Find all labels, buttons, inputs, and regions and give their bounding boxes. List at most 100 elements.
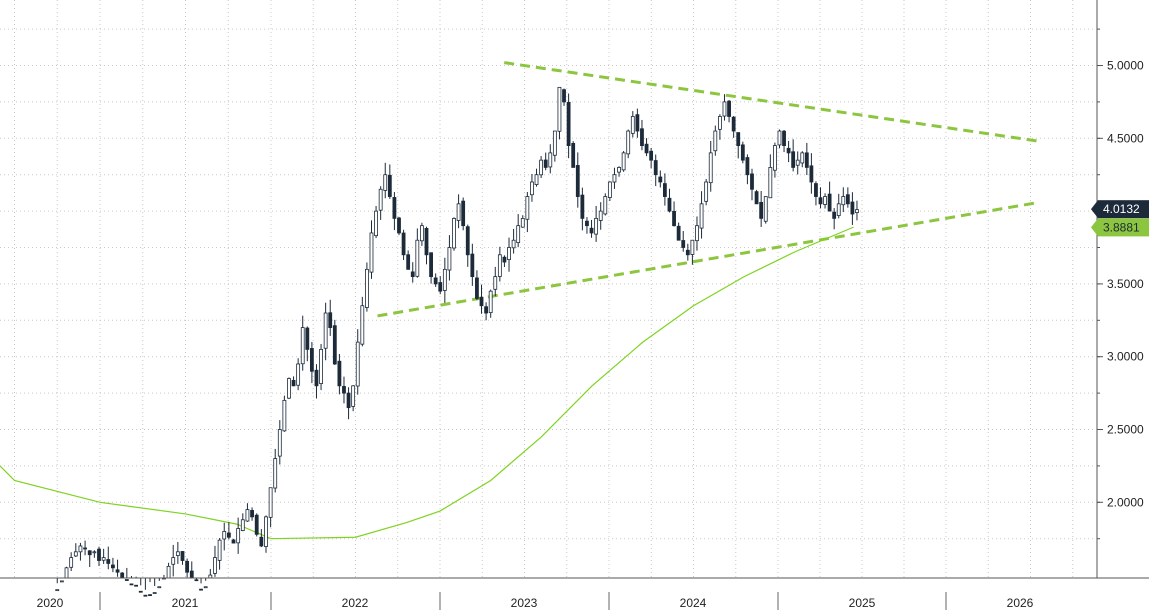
moving-average-badge xyxy=(1098,218,1149,237)
candle-body xyxy=(203,586,208,589)
candle-body xyxy=(447,247,452,271)
year-label: 2020 xyxy=(37,596,64,610)
year-label: 2024 xyxy=(680,596,707,610)
candle-body xyxy=(763,196,768,222)
candle-body xyxy=(827,193,832,212)
candle-body xyxy=(120,572,125,579)
price-badges: 4.0132 3.8881 xyxy=(1091,200,1149,237)
candle-body xyxy=(676,225,681,241)
candle-body xyxy=(736,132,741,146)
candle-body xyxy=(250,510,254,518)
candle-body xyxy=(309,348,314,372)
candle-body xyxy=(475,277,479,299)
trendline xyxy=(504,61,1040,143)
candle-body xyxy=(575,165,580,197)
candle-body xyxy=(55,589,60,592)
candle-body xyxy=(740,144,745,161)
candle-body xyxy=(291,379,296,387)
candle-body xyxy=(346,392,351,409)
candle-body xyxy=(365,268,369,308)
candle-body xyxy=(562,89,566,103)
candle-body xyxy=(406,254,411,270)
candle-body xyxy=(539,159,544,176)
year-label: 2023 xyxy=(511,596,538,610)
candle-body xyxy=(685,249,690,256)
year-label: 2021 xyxy=(172,596,199,610)
candle-body xyxy=(180,551,185,561)
candle-body xyxy=(78,545,83,553)
candle-body xyxy=(461,200,466,227)
year-label: 2025 xyxy=(849,596,876,610)
candle-body xyxy=(374,210,378,237)
candle-body xyxy=(323,312,328,349)
candle-body xyxy=(369,232,374,273)
candle-body xyxy=(804,152,809,168)
candle-body xyxy=(314,369,319,387)
year-label: 2022 xyxy=(342,596,369,610)
candle-body xyxy=(300,327,305,365)
candle-body xyxy=(456,203,461,221)
candle-body xyxy=(97,548,101,561)
candle-body xyxy=(175,551,180,556)
candle-body xyxy=(497,254,502,277)
candle-body xyxy=(841,196,846,206)
candle-body xyxy=(612,174,617,183)
candle-body xyxy=(814,183,818,197)
candle-body xyxy=(525,196,530,220)
candle-body xyxy=(101,557,106,561)
x-axis: 2020 2021 2022 2023 2024 2025 2026 xyxy=(0,577,1149,610)
candle-body xyxy=(378,188,383,211)
candle-body xyxy=(617,167,621,173)
candle-body xyxy=(745,157,750,176)
candle-body xyxy=(424,227,429,256)
candle-body xyxy=(106,559,111,564)
candle-body xyxy=(83,547,87,550)
candle-body xyxy=(59,580,64,583)
candle-body xyxy=(571,143,576,168)
candle-body xyxy=(845,194,850,205)
candle-body xyxy=(493,276,498,290)
candle-body xyxy=(658,176,663,183)
candle-body xyxy=(410,271,415,278)
last-price-badge-pointer xyxy=(1091,200,1098,219)
candle-body xyxy=(690,239,695,255)
moving-average-badge-pointer xyxy=(1091,218,1098,237)
last-price-badge-label: 4.0132 xyxy=(1103,202,1140,216)
candle-body xyxy=(392,197,397,219)
candle-body xyxy=(832,211,837,219)
candle-body xyxy=(115,569,120,573)
candle-body xyxy=(470,253,475,278)
grid-lines xyxy=(0,0,1095,578)
candle-body xyxy=(786,147,791,154)
candle-body xyxy=(277,429,282,457)
candle-body xyxy=(630,116,635,134)
candle-body xyxy=(429,252,433,278)
candle-body xyxy=(662,183,667,197)
y-tick-label: 2.5000 xyxy=(1107,422,1144,436)
y-tick-label: 2.0000 xyxy=(1107,495,1144,509)
candle-body xyxy=(360,305,365,345)
candle-body xyxy=(722,101,727,117)
candle-body xyxy=(264,516,268,547)
candle-body xyxy=(782,130,786,146)
candle-body xyxy=(589,227,594,234)
candle-body xyxy=(603,196,608,215)
candle-body xyxy=(543,159,548,168)
candle-body xyxy=(681,240,686,248)
candle-body xyxy=(520,217,525,228)
candle-body xyxy=(134,584,139,587)
candle-body xyxy=(699,203,704,229)
candle-body xyxy=(296,363,301,386)
candle-body xyxy=(438,282,443,292)
candle-body xyxy=(516,225,521,244)
candle-body xyxy=(217,539,222,561)
candle-body xyxy=(213,557,217,574)
candle-body xyxy=(635,114,640,132)
candle-body xyxy=(644,143,649,154)
candle-body xyxy=(695,225,699,242)
y-tick-label: 4.5000 xyxy=(1107,131,1144,145)
candle-body xyxy=(245,509,250,522)
candle-body xyxy=(640,128,644,146)
candle-body xyxy=(73,551,78,557)
